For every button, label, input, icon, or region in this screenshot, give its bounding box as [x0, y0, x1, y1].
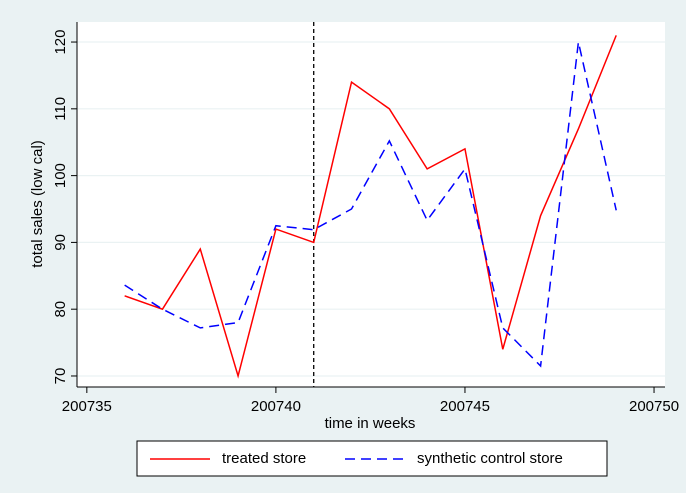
marks — [124, 22, 617, 387]
legend-label: synthetic control store — [417, 450, 563, 467]
y-tick-label: 90 — [52, 234, 69, 251]
x-tick-label: 200740 — [251, 398, 301, 415]
legend-label: treated store — [222, 450, 306, 467]
legend — [136, 440, 608, 477]
y-tick-label: 110 — [52, 97, 69, 121]
legend-items: treated store synthetic control store — [150, 450, 563, 467]
x-tick-label: 200735 — [62, 398, 112, 415]
y-tick-label: 100 — [52, 163, 69, 188]
grid — [77, 41, 665, 377]
x-axis-title: time in weeks — [325, 415, 416, 432]
series-line — [124, 35, 617, 379]
y-tick-label: 70 — [52, 368, 69, 385]
y-tick-label: 80 — [52, 301, 69, 318]
x-tick-label: 200745 — [440, 398, 490, 415]
y-axis-title: total sales (low cal) — [29, 140, 46, 268]
x-tick-label: 200750 — [629, 398, 679, 415]
y-tick-label: 120 — [52, 30, 69, 55]
plot-area — [77, 22, 665, 387]
